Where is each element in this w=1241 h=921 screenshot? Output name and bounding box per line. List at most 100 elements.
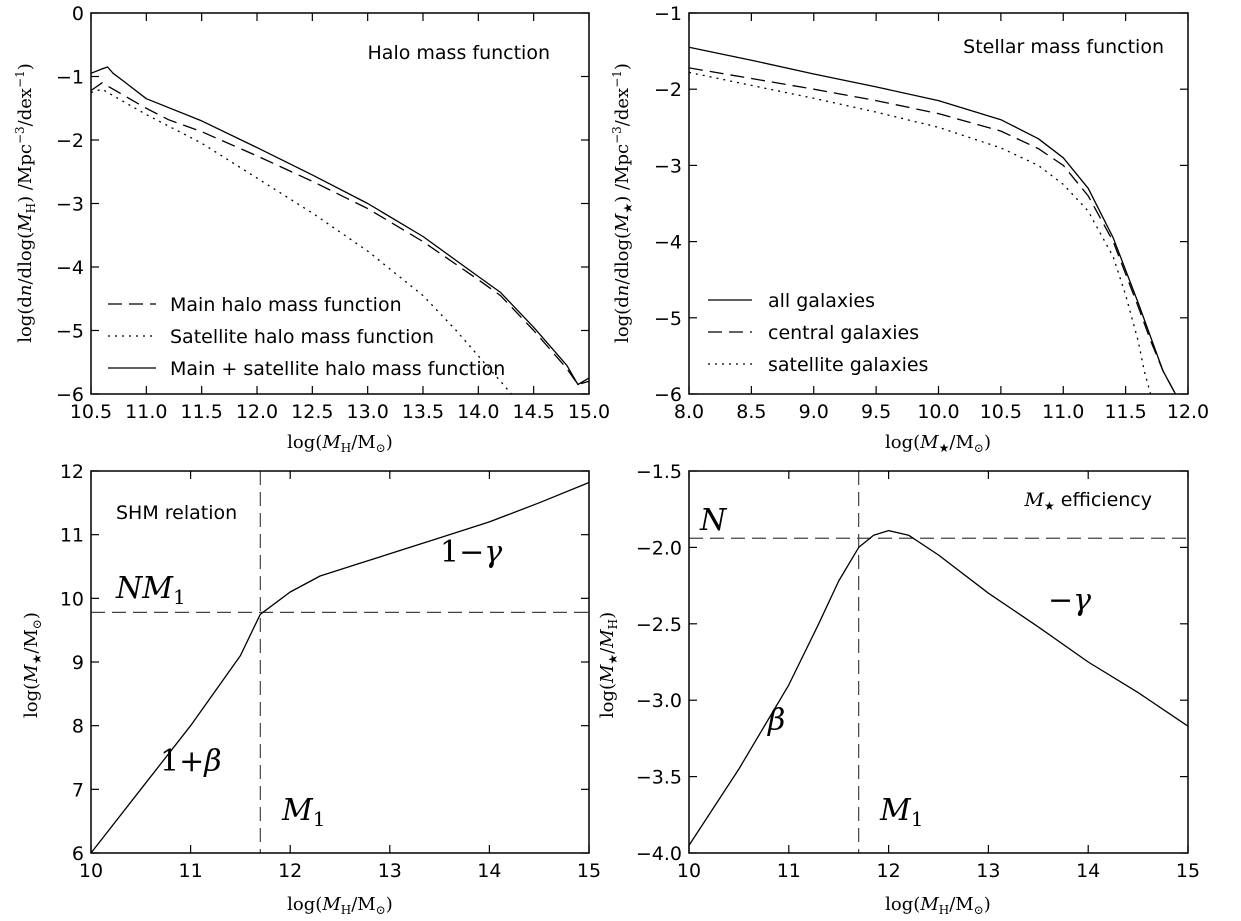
series-line-dashed: [688, 67, 1177, 395]
series-line-dotted: [688, 71, 1152, 395]
plot-area: 10 11 12 13 14 15 −1.5 −2.0 −2.5 −3.0 −3.5 −4.0: [636, 461, 1200, 882]
y-tick-label: 11: [60, 525, 84, 547]
x-tick-label: 15: [1176, 860, 1200, 882]
series-line-dotted: [90, 88, 512, 395]
x-tick-label: 10.5: [70, 401, 112, 423]
x-tick-label: 13: [976, 860, 1000, 882]
series-line-solid: [90, 481, 590, 854]
x-tick-label: 8.5: [736, 401, 766, 423]
plot-area: 8.0 8.5 9.0 9.5 10.0 10.5 11.0 11.5 12.0 −1 −2 −3 −4…: [654, 3, 1209, 423]
annotation-one-minus-gamma: 1−γ: [440, 535, 502, 570]
x-axis-label: log(MH/M⊙): [885, 894, 991, 917]
x-tick-label: 10: [677, 860, 701, 882]
y-axis-label: log(M★/M⊙): [21, 612, 44, 718]
y-tick-label: 9: [72, 652, 84, 674]
panel-halo-mass-function: Halo mass function 10.5 11.0 11.5 12.0 12.5 1…: [13, 3, 610, 455]
x-tick-label: 9.5: [861, 401, 891, 423]
x-tick-label: 9.0: [799, 401, 829, 423]
axes-frame: [688, 470, 1189, 854]
x-tick-label: 14.0: [457, 401, 499, 423]
y-tick-label: 6: [72, 843, 84, 865]
annotation-minus-gamma: −γ: [1048, 583, 1091, 618]
y-tick-label: −3.0: [636, 690, 682, 712]
y-tick-label: −1.5: [636, 461, 682, 483]
x-tick-label: 11.0: [125, 401, 167, 423]
x-tick-label: 12.5: [291, 401, 333, 423]
x-tick-label: 14: [477, 860, 501, 882]
y-axis-label: log(M★/MH): [597, 612, 620, 718]
panel-title: SHM relation: [116, 502, 237, 524]
x-tick-label: 12.0: [236, 401, 278, 423]
x-tick-label: 14.5: [513, 401, 555, 423]
plot-area: 10.5 11.0 11.5 12.0 12.5 13.0 13.5 14.0 14.5 15.0…: [56, 3, 610, 423]
y-tick-label: −2.0: [636, 537, 682, 559]
legend-label: satellite galaxies: [768, 354, 928, 376]
legend: all galaxies central galaxies satellite …: [708, 290, 928, 376]
axes-frame: [90, 470, 590, 854]
y-tick-label: 7: [72, 779, 84, 801]
x-tick-label: 8.0: [674, 401, 704, 423]
series-line-solid: [90, 66, 590, 386]
x-tick-label: 11: [777, 860, 801, 882]
y-tick-label: −6: [654, 384, 682, 406]
annotation-nm1: NM1: [115, 571, 186, 609]
y-tick-label: 10: [60, 588, 84, 610]
x-axis-label: log(M★/M⊙): [885, 432, 991, 455]
axes-frame: [688, 12, 1189, 395]
plot-area: 10 11 12 13 14 15 6 7 8 9 10 11 12: [60, 461, 601, 882]
x-tick-label: 10.0: [917, 401, 959, 423]
legend-label: central galaxies: [768, 322, 919, 344]
x-tick-label: 11: [179, 860, 203, 882]
y-tick-label: −2: [654, 79, 682, 101]
x-tick-label: 14: [1076, 860, 1100, 882]
y-tick-label: −3: [654, 155, 682, 177]
x-tick-label: 10: [79, 860, 103, 882]
panel-title: Stellar mass function: [963, 36, 1164, 58]
x-tick-label: 13.0: [347, 401, 389, 423]
panel-title: M★ efficiency: [1024, 489, 1152, 513]
y-axis-label: log(dn/dlog(M★) /Mpc−3/dex−1): [610, 63, 635, 343]
legend: Main halo mass function Satellite halo m…: [108, 294, 505, 380]
series-line-solid: [688, 46, 1177, 395]
annotation-m1: M1: [281, 793, 325, 831]
y-tick-label: −2: [56, 130, 84, 152]
x-tick-label: 13: [378, 860, 402, 882]
y-tick-label: 12: [60, 461, 84, 483]
annotation-n: N: [699, 503, 728, 538]
x-tick-label: 15: [577, 860, 601, 882]
y-tick-label: −5: [654, 308, 682, 330]
y-tick-label: −3: [56, 194, 84, 216]
panel-title: Halo mass function: [368, 42, 550, 64]
y-tick-label: −4.0: [636, 843, 682, 865]
annotation-beta: β: [767, 703, 785, 738]
x-tick-label: 13.5: [402, 401, 444, 423]
annotation-m1: M1: [879, 793, 923, 831]
legend-label: Main halo mass function: [170, 294, 402, 316]
x-tick-label: 12.0: [1167, 401, 1209, 423]
x-axis-label: log(MH/M⊙): [287, 432, 393, 455]
legend-label: Main + satellite halo mass function: [170, 358, 505, 380]
x-tick-label: 12: [877, 860, 901, 882]
x-tick-label: 12: [278, 860, 302, 882]
x-tick-label: 15.0: [568, 401, 610, 423]
series-line-dashed: [90, 82, 590, 386]
y-tick-label: −1: [654, 3, 682, 25]
panel-stellar-mass-function: Stellar mass function 8.0 8.5 9.0 9.5 10.0 10…: [610, 3, 1209, 455]
y-tick-label: −2.5: [636, 614, 682, 636]
x-tick-label: 11.0: [1042, 401, 1084, 423]
x-tick-label: 10.5: [980, 401, 1022, 423]
y-tick-label: −5: [56, 321, 84, 343]
y-tick-label: −4: [654, 232, 682, 254]
legend-label: all galaxies: [768, 290, 875, 312]
y-tick-label: −6: [56, 384, 84, 406]
legend-label: Satellite halo mass function: [170, 326, 434, 348]
y-tick-label: −1: [56, 67, 84, 89]
panel-stellar-efficiency: M★ efficiency 10 11 12 13 14 15 −1.5 −2.0 −2.5 −3…: [597, 461, 1200, 917]
series-line-solid: [688, 529, 1189, 846]
annotation-one-plus-beta: 1+β: [160, 744, 222, 779]
y-tick-label: −4: [56, 257, 84, 279]
y-tick-label: 8: [72, 716, 84, 738]
y-tick-label: −3.5: [636, 767, 682, 789]
